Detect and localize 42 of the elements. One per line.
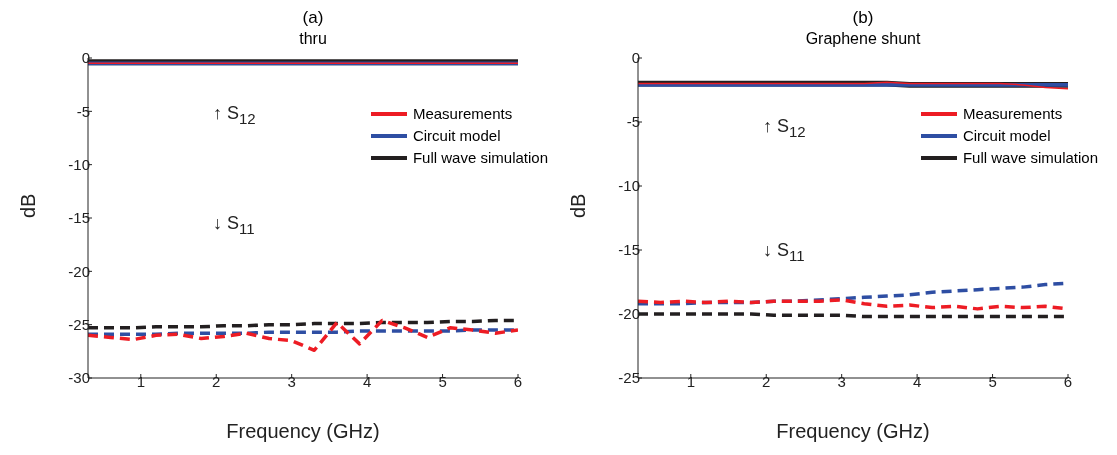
chart-subtitle: thru [298,30,328,49]
x-tick-label: 3 [837,372,846,390]
chart-title: (b) [851,8,875,29]
annotation: ↑ S$_{12}$ [763,116,806,140]
x-tick-label: 5 [988,372,997,390]
x-tick-label: 1 [136,372,145,390]
y-tick-label: -30 [68,369,90,387]
x-tick-label: 2 [212,372,221,390]
y-tick-label: -15 [618,241,640,259]
annotation: ↑ S$_{12}$ [213,103,256,127]
y-tick-label: 0 [631,49,640,67]
x-tick-label: 1 [686,372,695,390]
y-tick-label: -15 [68,209,90,227]
chart-subtitle: Graphene shunt [804,30,922,49]
x-tick-label: 4 [362,372,372,390]
y-tick-label: -5 [626,113,640,131]
y-tick-label: -25 [618,369,640,387]
annotation: ↓ S$_{11}$ [213,213,255,237]
y-axis-title: dB [17,193,40,218]
x-tick-label: 3 [287,372,296,390]
x-axis-title: Frequency (GHz) [776,420,930,442]
x-tick-label: 4 [912,372,922,390]
legend-label: Circuit model [412,126,501,146]
chart-title: (a) [301,8,325,29]
annotation: ↓ S$_{11}$ [763,240,805,264]
x-tick-label: 5 [438,372,447,390]
x-axis-title: Frequency (GHz) [226,420,380,442]
y-tick-label: -5 [76,102,90,120]
y-tick-label: -20 [68,262,90,280]
legend-label: Measurements [962,104,1063,124]
x-tick-label: 6 [513,372,523,390]
x-tick-label: 2 [762,372,771,390]
x-tick-label: 6 [1063,372,1073,390]
y-axis-title: dB [567,193,590,218]
y-tick-label: -10 [618,177,640,195]
legend-label: Full wave simulation [412,148,548,168]
y-tick-label: -20 [618,305,640,323]
y-tick-label: 0 [81,49,90,67]
legend-label: Measurements [412,104,513,124]
y-tick-label: -10 [68,155,90,173]
legend-label: Full wave simulation [962,148,1098,168]
legend-label: Circuit model [962,126,1051,146]
